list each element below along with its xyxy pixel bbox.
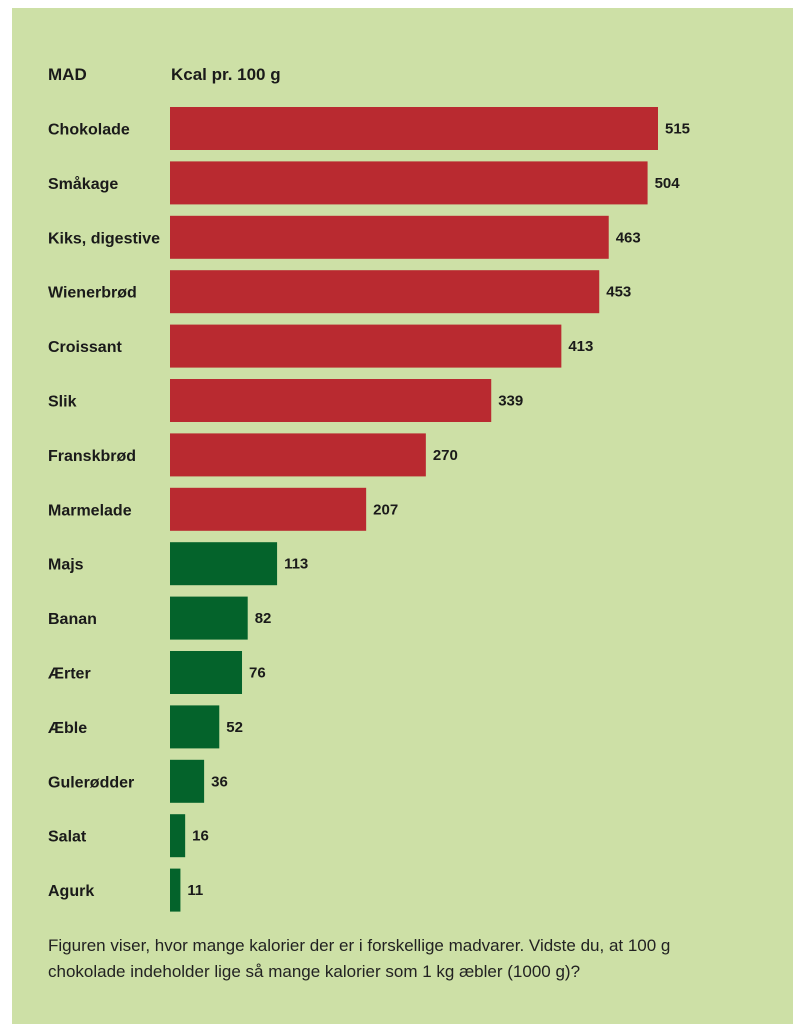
category-label-franskbroed: Franskbrød [48,448,136,465]
bars-group: Chokolade 515 Småkage 504 Kiks, digestive 463… [48,107,690,912]
value-label-croissant: 413 [568,338,593,355]
header-category-label: MAD [48,65,87,84]
category-label-chokolade: Chokolade [48,122,130,139]
value-label-majs: 113 [284,556,308,573]
category-label-aeble: Æble [48,720,87,737]
value-label-marmelade: 207 [373,501,398,518]
bar-aerter [170,651,243,694]
category-label-aerter: Ærter [48,666,91,683]
category-label-croissant: Croissant [48,339,122,356]
value-label-agurk: 11 [187,882,203,899]
chart-caption: Figuren viser, hvor mange kalorier der e… [48,936,671,981]
bar-banan [170,596,248,640]
bar-aeble [170,705,220,749]
value-label-smaakage: 504 [655,175,681,192]
bar-croissant [170,324,562,368]
category-label-guleroedder: Gulerødder [48,774,134,791]
value-label-salat: 16 [192,828,209,845]
category-label-slik: Slik [48,394,77,411]
bar-agurk [170,868,181,912]
value-label-slik: 339 [498,393,523,410]
category-label-agurk: Agurk [48,883,94,900]
category-label-marmelade: Marmelade [48,502,132,519]
bar-marmelade [170,487,367,531]
bar-kiks-digestive [170,215,609,259]
value-label-guleroedder: 36 [211,773,228,790]
category-label-wienerbroed: Wienerbrød [48,285,137,302]
bar-majs [170,542,278,586]
header-value-label: Kcal pr. 100 g [171,65,281,84]
category-label-banan: Banan [48,611,97,628]
bar-salat [170,814,186,858]
value-label-kiks-digestive: 463 [616,229,641,246]
bar-slik [170,379,492,422]
bar-franskbroed [170,433,426,477]
bar-chart: MAD Kcal pr. 100 g Chokolade 515 Småkage 50… [48,65,690,912]
bar-chokolade [170,107,658,150]
category-label-salat: Salat [48,829,87,846]
value-label-aeble: 52 [226,719,243,736]
value-label-aerter: 76 [249,665,266,682]
value-label-chokolade: 515 [665,121,690,138]
bar-guleroedder [170,759,205,803]
bar-wienerbroed [170,270,600,314]
value-label-franskbroed: 270 [433,447,458,464]
category-label-kiks-digestive: Kiks, digestive [48,230,160,247]
bar-smaakage [170,161,648,205]
value-label-wienerbroed: 453 [606,284,631,301]
value-label-banan: 82 [255,610,272,627]
category-label-smaakage: Småkage [48,175,118,193]
category-label-majs: Majs [48,557,84,574]
